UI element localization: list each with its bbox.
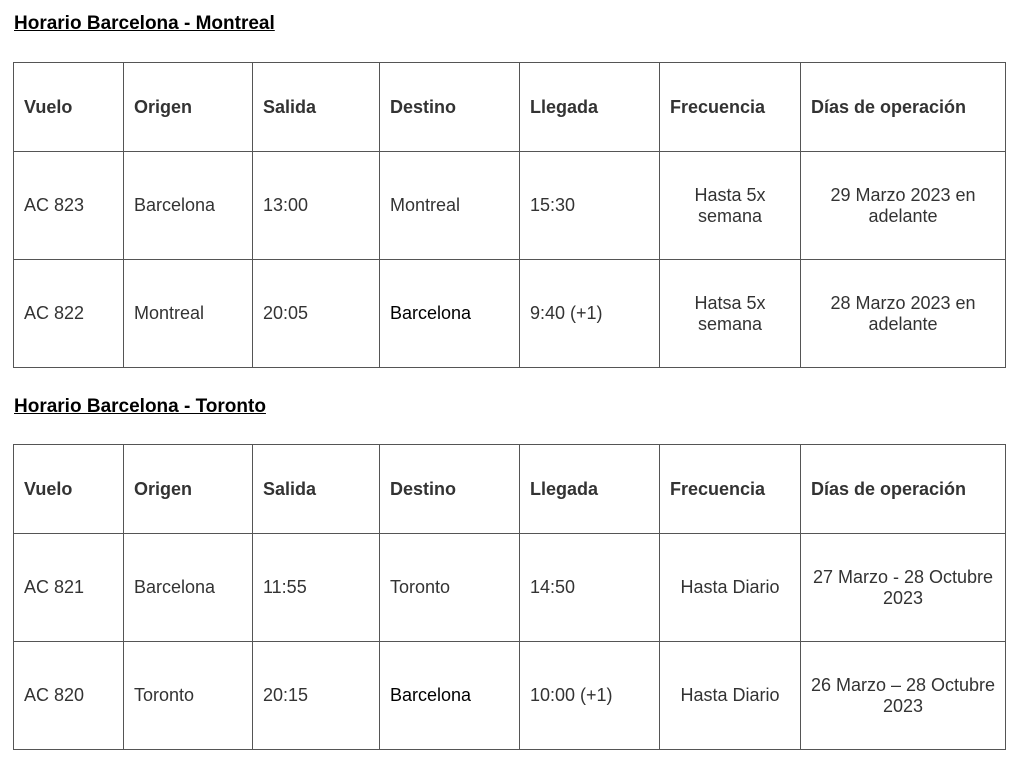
column-header-departure: Salida (252, 444, 380, 534)
table-row: AC 820 Toronto 20:15 Barcelona 10:00 (+1) Has… (13, 641, 1006, 750)
column-header-flight: Vuelo (13, 62, 124, 152)
cell-operating-days: 26 Marzo – 28 Octubre 2023 (800, 641, 1006, 750)
cell-flight: AC 820 (13, 641, 124, 750)
cell-arrival: 15:30 (519, 151, 660, 260)
cell-departure: 13:00 (252, 151, 380, 260)
column-header-arrival: Llegada (519, 444, 660, 534)
cell-frequency: Hasta 5x semana (659, 151, 801, 260)
montreal-schedule-table: Vuelo Origen Salida Destino Llegada Frecuenci… (13, 62, 1006, 368)
cell-arrival: 14:50 (519, 533, 660, 642)
column-header-destination: Destino (379, 62, 520, 152)
column-header-origin: Origen (123, 444, 253, 534)
cell-destination: Toronto (379, 533, 520, 642)
column-header-arrival: Llegada (519, 62, 660, 152)
cell-flight: AC 823 (13, 151, 124, 260)
cell-origin: Montreal (123, 259, 253, 368)
cell-arrival: 9:40 (+1) (519, 259, 660, 368)
column-header-destination: Destino (379, 444, 520, 534)
column-header-departure: Salida (252, 62, 380, 152)
header-row: Vuelo Origen Salida Destino Llegada Frecuenci… (13, 62, 1006, 152)
cell-departure: 11:55 (252, 533, 380, 642)
toronto-schedule-table: Vuelo Origen Salida Destino Llegada Frecuenci… (13, 444, 1006, 750)
toronto-schedule-title: Horario Barcelona - Toronto (14, 396, 266, 417)
table-row: AC 823 Barcelona 13:00 Montreal 15:30 Hasta 5… (13, 151, 1006, 260)
cell-operating-days: 29 Marzo 2023 en adelante (800, 151, 1006, 260)
column-header-flight: Vuelo (13, 444, 124, 534)
cell-destination: Barcelona (379, 641, 520, 750)
table-row: AC 822 Montreal 20:05 Barcelona 9:40 (+1) Hat… (13, 259, 1006, 368)
cell-destination: Montreal (379, 151, 520, 260)
column-header-operating-days: Días de operación (800, 62, 1006, 152)
column-header-origin: Origen (123, 62, 253, 152)
cell-destination: Barcelona (379, 259, 520, 368)
column-header-operating-days: Días de operación (800, 444, 1006, 534)
cell-flight: AC 821 (13, 533, 124, 642)
cell-departure: 20:15 (252, 641, 380, 750)
montreal-schedule-title: Horario Barcelona - Montreal (14, 13, 275, 34)
cell-origin: Barcelona (123, 533, 253, 642)
cell-origin: Barcelona (123, 151, 253, 260)
cell-frequency: Hasta Diario (659, 533, 801, 642)
cell-arrival: 10:00 (+1) (519, 641, 660, 750)
cell-departure: 20:05 (252, 259, 380, 368)
header-row: Vuelo Origen Salida Destino Llegada Frecuenci… (13, 444, 1006, 534)
table-row: AC 821 Barcelona 11:55 Toronto 14:50 Hasta Di… (13, 533, 1006, 642)
cell-frequency: Hasta Diario (659, 641, 801, 750)
cell-operating-days: 28 Marzo 2023 en adelante (800, 259, 1006, 368)
cell-flight: AC 822 (13, 259, 124, 368)
cell-origin: Toronto (123, 641, 253, 750)
column-header-frequency: Frecuencia (659, 444, 801, 534)
column-header-frequency: Frecuencia (659, 62, 801, 152)
cell-frequency: Hatsa 5x semana (659, 259, 801, 368)
cell-operating-days: 27 Marzo - 28 Octubre 2023 (800, 533, 1006, 642)
